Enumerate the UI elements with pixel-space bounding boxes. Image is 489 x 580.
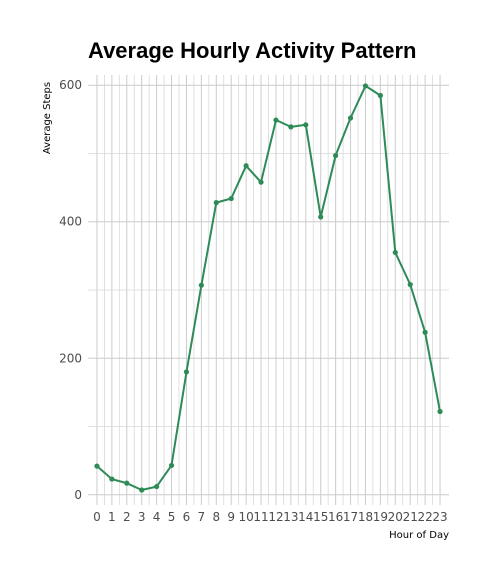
x-tick-label: 2 [123, 510, 131, 524]
x-tick-label: 22 [417, 510, 432, 524]
x-tick-label: 5 [168, 510, 176, 524]
data-points [94, 83, 443, 493]
x-axis-label: Hour of Day [389, 530, 449, 541]
grid [88, 75, 449, 505]
chart-title: Average Hourly Activity Pattern [88, 38, 416, 63]
x-tick-label: 20 [388, 510, 403, 524]
data-point [168, 462, 175, 469]
data-point [333, 152, 339, 159]
x-tick-label: 4 [153, 510, 161, 524]
x-tick-label: 17 [343, 510, 358, 524]
x-tick-label: 8 [212, 510, 220, 524]
data-point [422, 329, 428, 335]
data-point [109, 476, 115, 482]
x-tick-label: 0 [93, 510, 101, 524]
x-tick-label: 14 [298, 510, 313, 524]
x-tick-label: 6 [183, 510, 191, 524]
data-point [407, 281, 413, 288]
data-point [198, 282, 204, 288]
x-tick-label: 11 [253, 510, 268, 524]
y-tick-label: 200 [59, 351, 82, 365]
x-tick-label: 10 [238, 510, 253, 524]
x-tick-labels: 0 1 2 3 4 5 6 7 8 9 10 11 12 13 14 15 16 17 18 19 20 21 22 23 [93, 510, 448, 524]
x-tick-label: 16 [328, 510, 343, 524]
x-tick-label: 21 [403, 510, 418, 524]
data-point [288, 124, 294, 130]
x-tick-label: 15 [313, 510, 328, 524]
data-point [273, 117, 279, 123]
data-point [228, 195, 234, 202]
x-tick-label: 18 [358, 510, 373, 524]
data-point [377, 92, 383, 99]
y-tick-label: 400 [59, 215, 82, 229]
data-point [362, 83, 369, 89]
data-point [154, 483, 160, 490]
x-tick-label: 9 [227, 510, 235, 524]
data-point [94, 463, 100, 469]
data-point [243, 163, 249, 169]
data-point [183, 369, 190, 375]
x-tick-label: 3 [138, 510, 146, 524]
x-tick-label: 12 [268, 510, 283, 524]
x-tick-label: 19 [373, 510, 388, 524]
x-tick-label: 1 [108, 510, 116, 524]
y-tick-label: 0 [74, 488, 82, 502]
x-tick-label: 7 [198, 510, 206, 524]
y-axis-label: Average Steps [42, 82, 53, 154]
data-point [392, 249, 398, 256]
data-point [347, 115, 354, 121]
data-point [124, 480, 130, 486]
y-tick-labels: 0 200 400 600 [59, 78, 82, 502]
x-tick-label: 13 [283, 510, 298, 524]
data-point [303, 122, 309, 128]
data-point [318, 214, 324, 220]
data-point [258, 179, 264, 185]
data-point [139, 487, 145, 493]
x-tick-label: 23 [432, 510, 447, 524]
data-point [213, 200, 219, 206]
y-tick-label: 600 [59, 78, 82, 92]
data-point [437, 408, 443, 415]
